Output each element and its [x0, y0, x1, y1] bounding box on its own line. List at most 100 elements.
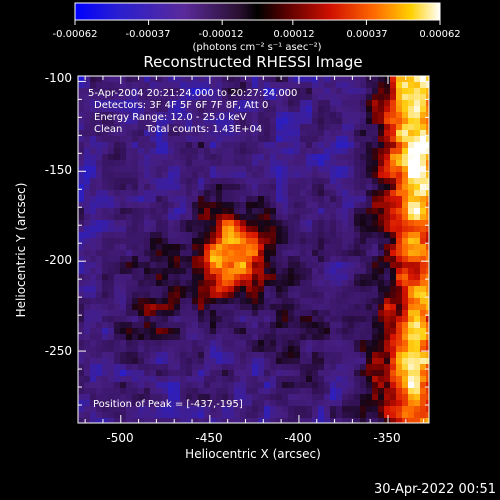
heatmap-cell	[96, 118, 103, 125]
heatmap-cell	[150, 160, 157, 167]
heatmap-cell	[210, 106, 217, 113]
heatmap-cell	[426, 232, 429, 239]
heatmap-cell	[342, 394, 349, 401]
heatmap-cell	[264, 382, 271, 389]
heatmap-cell	[108, 118, 115, 125]
heatmap-cell	[330, 112, 337, 119]
heatmap-cell	[138, 280, 145, 287]
heatmap-cell	[354, 208, 361, 215]
heatmap-cell	[294, 418, 301, 423]
heatmap-cell	[330, 106, 337, 113]
heatmap-cell	[342, 382, 349, 389]
heatmap-cell	[216, 274, 223, 281]
heatmap-cell	[258, 322, 265, 329]
heatmap-cell	[378, 160, 385, 167]
heatmap-cell	[216, 136, 223, 143]
heatmap-cell	[84, 418, 91, 423]
heatmap-cell	[426, 256, 429, 263]
heatmap-cell	[234, 238, 241, 245]
heatmap-cell	[354, 238, 361, 245]
heatmap-cell	[156, 250, 163, 257]
heatmap-cell	[216, 184, 223, 191]
heatmap-cell	[366, 358, 373, 365]
heatmap-cell	[414, 202, 421, 209]
heatmap-cell	[300, 88, 307, 95]
heatmap-cell	[264, 94, 271, 101]
heatmap-cell	[210, 376, 217, 383]
heatmap-cell	[84, 178, 91, 185]
heatmap-cell	[204, 256, 211, 263]
heatmap-cell	[288, 88, 295, 95]
heatmap-cell	[204, 352, 211, 359]
heatmap-cell	[252, 262, 259, 269]
heatmap-cell	[336, 202, 343, 209]
heatmap-cell	[312, 148, 319, 155]
heatmap-cell	[390, 172, 397, 179]
heatmap-cell	[372, 118, 379, 125]
heatmap-cell	[150, 358, 157, 365]
heatmap-cell	[150, 106, 157, 113]
heatmap-cell	[264, 340, 271, 347]
heatmap-cell	[324, 256, 331, 263]
heatmap-cell	[78, 76, 85, 83]
heatmap-cell	[330, 292, 337, 299]
heatmap-cell	[336, 310, 343, 317]
heatmap-cell	[282, 328, 289, 335]
heatmap-cell	[330, 256, 337, 263]
heatmap-cell	[108, 256, 115, 263]
heatmap-cell	[294, 196, 301, 203]
heatmap-cell	[384, 310, 391, 317]
heatmap-cell	[210, 256, 217, 263]
heatmap-cell	[84, 226, 91, 233]
heatmap-cell	[132, 244, 139, 251]
heatmap-cell	[102, 220, 109, 227]
heatmap-cell	[168, 274, 175, 281]
heatmap-cell	[216, 208, 223, 215]
heatmap-cell	[330, 244, 337, 251]
heatmap-cell	[78, 154, 85, 161]
heatmap-cell	[186, 118, 193, 125]
heatmap-cell	[186, 382, 193, 389]
heatmap-cell	[174, 328, 181, 335]
heatmap-cell	[150, 292, 157, 299]
heatmap-cell	[120, 394, 127, 401]
heatmap-cell	[216, 358, 223, 365]
heatmap-cell	[288, 190, 295, 197]
heatmap-cell	[186, 190, 193, 197]
heatmap-cell	[258, 364, 265, 371]
heatmap-cell	[270, 106, 277, 113]
heatmap-cell	[372, 394, 379, 401]
heatmap-cell	[342, 238, 349, 245]
heatmap-cell	[324, 322, 331, 329]
heatmap-cell	[294, 178, 301, 185]
heatmap-cell	[186, 82, 193, 89]
heatmap-cell	[144, 406, 151, 413]
heatmap-cell	[336, 112, 343, 119]
heatmap-cell	[294, 298, 301, 305]
heatmap-cell	[150, 376, 157, 383]
heatmap-cell	[138, 172, 145, 179]
heatmap-cell	[318, 274, 325, 281]
heatmap-cell	[336, 226, 343, 233]
heatmap-cell	[360, 184, 367, 191]
heatmap-cell	[102, 172, 109, 179]
heatmap-cell	[126, 118, 133, 125]
heatmap-cell	[240, 286, 247, 293]
heatmap-cell	[234, 100, 241, 107]
heatmap-cell	[174, 250, 181, 257]
heatmap-cell	[102, 244, 109, 251]
heatmap-cell	[252, 214, 259, 221]
heatmap-cell	[168, 298, 175, 305]
heatmap-cell	[90, 292, 97, 299]
heatmap-cell	[144, 214, 151, 221]
heatmap-cell	[102, 136, 109, 143]
heatmap-cell	[126, 394, 133, 401]
heatmap-cell	[174, 202, 181, 209]
heatmap-cell	[120, 202, 127, 209]
heatmap-cell	[204, 178, 211, 185]
heatmap-cell	[204, 142, 211, 149]
heatmap-cell	[198, 208, 205, 215]
heatmap-cell	[342, 400, 349, 407]
heatmap-cell	[240, 274, 247, 281]
heatmap-cell	[402, 160, 409, 167]
